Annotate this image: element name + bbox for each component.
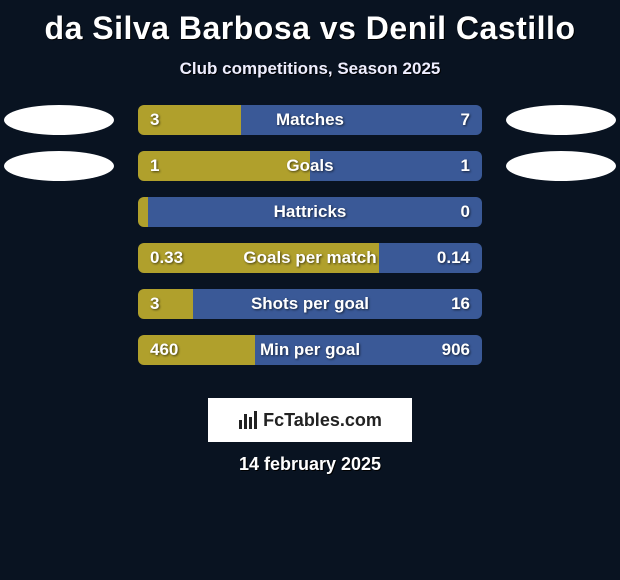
player2-ellipse — [506, 151, 616, 181]
player1-ellipse — [4, 151, 114, 181]
stat-rows: 37Matches11Goals00Hattricks0.330.14Goals… — [0, 105, 620, 365]
stat-right-value: 906 — [430, 340, 482, 360]
logo-text: FcTables.com — [263, 410, 382, 431]
stat-right-value: 1 — [449, 156, 482, 176]
stat-bar-right: 7 — [241, 105, 482, 135]
player2-ellipse — [506, 105, 616, 135]
stat-row: 460906Min per goal — [0, 335, 620, 365]
page-title: da Silva Barbosa vs Denil Castillo — [0, 0, 620, 47]
stat-bar: 460906Min per goal — [138, 335, 482, 365]
stat-bar-left: 3 — [138, 289, 193, 319]
logo-bars-icon — [238, 410, 258, 430]
player1-ellipse — [4, 105, 114, 135]
stat-bar: 37Matches — [138, 105, 482, 135]
stat-bar: 0.330.14Goals per match — [138, 243, 482, 273]
player2-name: Denil Castillo — [366, 10, 576, 46]
stat-left-value: 3 — [138, 110, 171, 130]
stat-left-value: 460 — [138, 340, 190, 360]
stat-left-value: 3 — [138, 294, 171, 314]
stat-row: 0.330.14Goals per match — [0, 243, 620, 273]
stat-bar-left: 3 — [138, 105, 241, 135]
stat-right-value: 0.14 — [425, 248, 482, 268]
stat-bar-left: 1 — [138, 151, 310, 181]
stat-bar: 11Goals — [138, 151, 482, 181]
stat-row: 37Matches — [0, 105, 620, 135]
stat-right-value: 16 — [439, 294, 482, 314]
stat-bar-right: 0.14 — [379, 243, 482, 273]
stat-row: 00Hattricks — [0, 197, 620, 227]
stat-bar-right: 906 — [255, 335, 482, 365]
stat-left-value: 0.33 — [138, 248, 195, 268]
stat-bar-left: 0 — [138, 197, 148, 227]
stat-row: 316Shots per goal — [0, 289, 620, 319]
fctables-logo: FcTables.com — [208, 398, 412, 442]
player1-name: da Silva Barbosa — [45, 10, 311, 46]
stat-right-value: 7 — [449, 110, 482, 130]
stat-bar-left: 460 — [138, 335, 255, 365]
stat-bar: 00Hattricks — [138, 197, 482, 227]
stat-bar-right: 0 — [148, 197, 482, 227]
stat-bar-right: 16 — [193, 289, 482, 319]
stat-bar: 316Shots per goal — [138, 289, 482, 319]
stat-row: 11Goals — [0, 151, 620, 181]
stat-bar-right: 1 — [310, 151, 482, 181]
stat-bar-left: 0.33 — [138, 243, 379, 273]
stat-left-value: 1 — [138, 156, 171, 176]
datestamp: 14 february 2025 — [0, 454, 620, 475]
title-vs: vs — [320, 10, 357, 46]
subtitle: Club competitions, Season 2025 — [0, 59, 620, 79]
stat-right-value: 0 — [449, 202, 482, 222]
